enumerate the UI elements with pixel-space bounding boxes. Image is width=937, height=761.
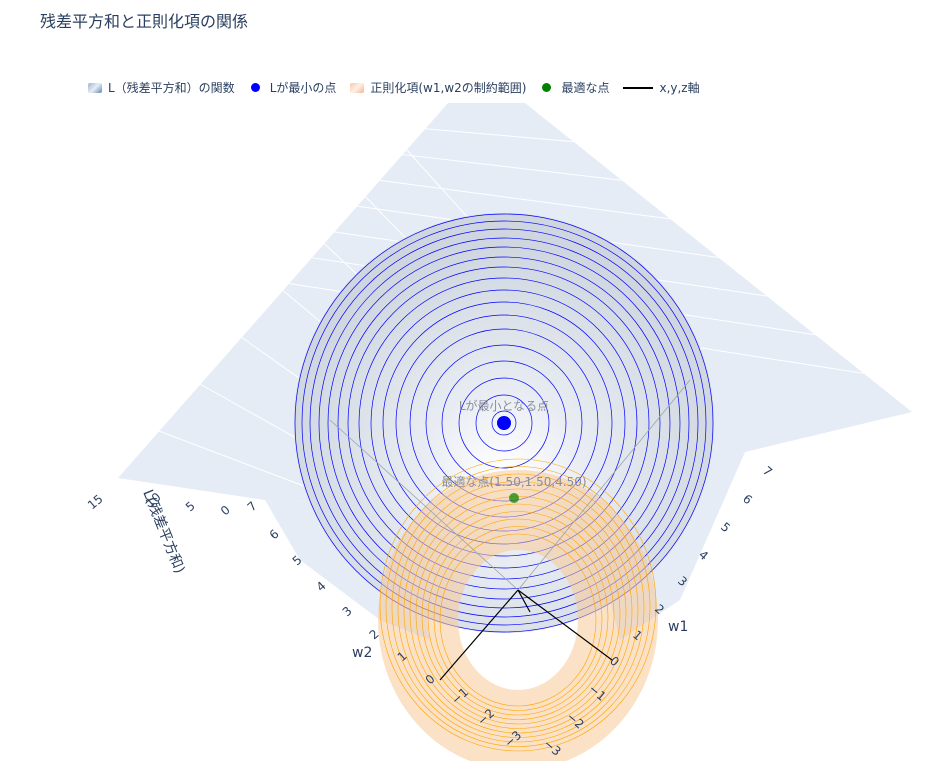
legend-label: 正則化項(w1,w2の制約範囲) bbox=[370, 81, 527, 95]
w2-axis-title: w2 bbox=[352, 645, 372, 661]
xyz-axes bbox=[439, 589, 613, 681]
constraint-contour bbox=[403, 488, 633, 734]
chart-title: 残差平方和と正則化項の関係 bbox=[40, 12, 249, 31]
grid-line bbox=[425, 128, 574, 143]
axis-line-w1 bbox=[517, 589, 613, 661]
line-swatch-icon bbox=[623, 86, 654, 89]
loss-contour-ring bbox=[301, 220, 707, 626]
green-dot-icon bbox=[542, 83, 552, 92]
loss-contour-ring bbox=[458, 377, 550, 469]
projection-lines bbox=[329, 379, 691, 591]
loss-contour-ring bbox=[475, 394, 533, 452]
w1-tick-label: 5 bbox=[718, 520, 733, 536]
loss-contour-ring bbox=[347, 266, 661, 580]
w1-axis-title: w1 bbox=[668, 619, 688, 635]
loss-contour-ring bbox=[358, 277, 650, 569]
legend-item-loss-surface[interactable]: L（残差平方和）の関数 bbox=[88, 79, 235, 96]
grid-line bbox=[402, 154, 622, 181]
constraint-contour bbox=[439, 533, 597, 707]
loss-contour-ring bbox=[309, 228, 699, 618]
w1-tick-label: 7 bbox=[760, 464, 775, 480]
w1-tick-label: 6 bbox=[740, 492, 755, 508]
constraint-contour bbox=[397, 481, 639, 738]
legend-item-constraint-surface[interactable]: 正則化項(w1,w2の制約範囲) bbox=[350, 79, 526, 96]
loss-contours bbox=[294, 213, 714, 633]
w2-tick-label: 6 bbox=[267, 527, 282, 543]
projection-line bbox=[517, 379, 691, 591]
loss-contour-ring bbox=[294, 213, 714, 633]
optimal-point-marker[interactable] bbox=[509, 493, 519, 503]
legend-label: x,y,z軸 bbox=[659, 81, 700, 95]
constraint-contour bbox=[427, 518, 609, 716]
min-point-marker[interactable] bbox=[497, 416, 511, 430]
axis-line-l bbox=[517, 589, 531, 613]
constraint-contour bbox=[415, 503, 621, 725]
constraint-band bbox=[378, 470, 658, 761]
legend-label: L（残差平方和）の関数 bbox=[108, 81, 235, 95]
legend: L（残差平方和）の関数 Lが最小の点 正則化項(w1,w2の制約範囲) 最適な点… bbox=[88, 79, 714, 96]
constraint-contour bbox=[391, 473, 645, 743]
min-point-label: Lが最小となる点 bbox=[459, 398, 549, 413]
axis-line-w2 bbox=[439, 589, 519, 681]
legend-item-min-point[interactable]: Lが最小の点 bbox=[249, 79, 337, 96]
legend-label: Lが最小の点 bbox=[269, 81, 337, 95]
blue-dot-icon bbox=[250, 83, 260, 92]
optimal-point-label: 最適な点(1.50,1.50,4.50) bbox=[441, 474, 586, 489]
legend-item-optimal-point[interactable]: 最適な点 bbox=[540, 79, 609, 96]
grid-line bbox=[379, 179, 671, 220]
surface-swatch-icon bbox=[88, 82, 102, 93]
loss-contour-ring bbox=[337, 256, 671, 590]
grid-line bbox=[159, 430, 326, 495]
loss-contour-ring bbox=[491, 410, 517, 436]
loss-contour-ring bbox=[327, 246, 681, 600]
l-tick-label: 15 bbox=[85, 492, 106, 513]
w2-tick-label: 4 bbox=[314, 579, 329, 595]
l-tick-label: 0 bbox=[218, 503, 233, 519]
constraint-contour bbox=[433, 526, 603, 711]
constraint-contour bbox=[421, 511, 615, 720]
surface-swatch-icon bbox=[350, 82, 365, 93]
constraint-surface bbox=[378, 458, 658, 761]
w2-tick-label: 3 bbox=[340, 604, 355, 620]
legend-item-axes[interactable]: x,y,z軸 bbox=[623, 79, 700, 96]
w2-tick-label: 7 bbox=[245, 499, 260, 515]
projection-line bbox=[329, 419, 519, 591]
l-axis-title: L(残差平方和) bbox=[139, 488, 187, 576]
legend-label: 最適な点 bbox=[561, 81, 610, 95]
l-tick-label: 5 bbox=[183, 499, 198, 515]
loss-contour-ring bbox=[370, 289, 638, 557]
loss-contour-ring bbox=[318, 237, 690, 609]
constraint-contour bbox=[379, 458, 657, 752]
constraint-contour bbox=[385, 466, 651, 747]
